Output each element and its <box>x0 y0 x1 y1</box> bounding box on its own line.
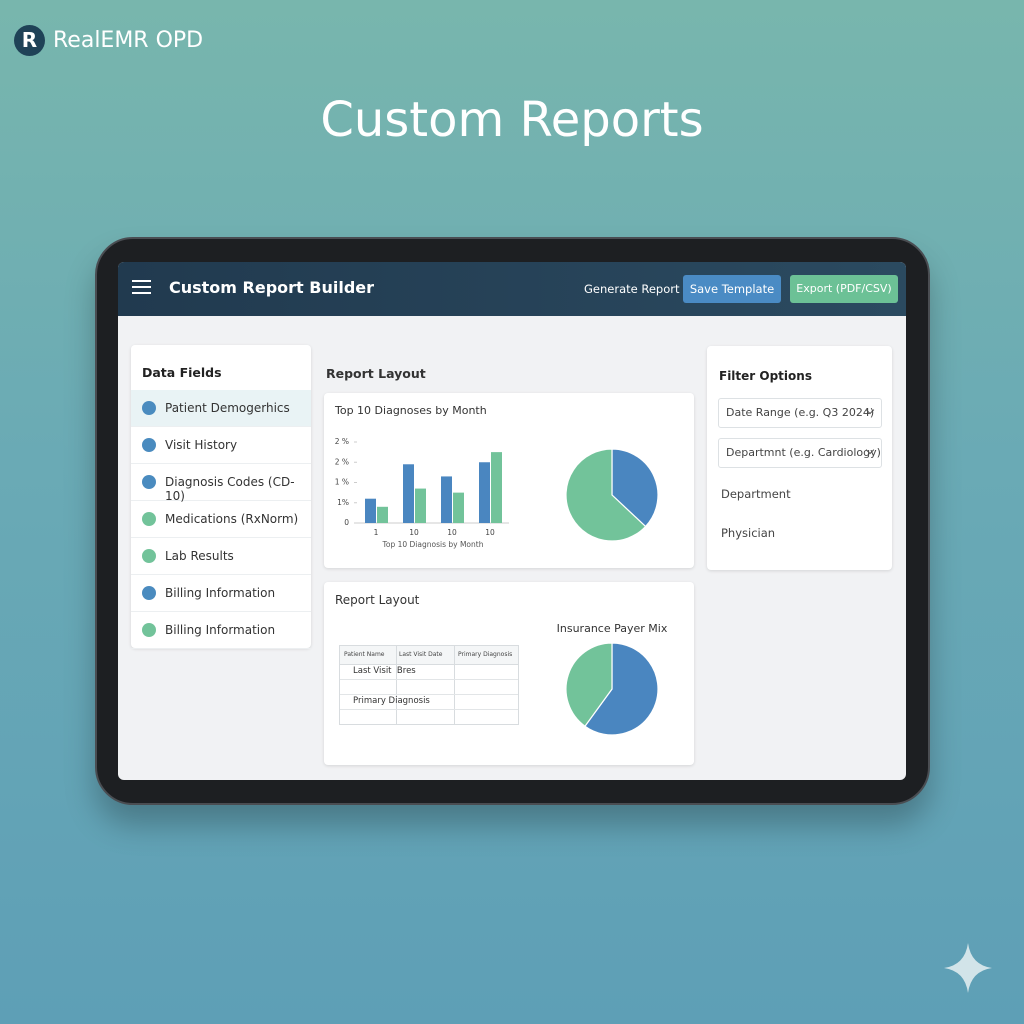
filter-label[interactable]: Physician <box>721 526 776 540</box>
bar <box>479 462 490 523</box>
filter-panel: Filter Options Date Range (e.g. Q3 2024)… <box>707 346 892 570</box>
data-field-item[interactable]: Billing Information <box>131 612 311 649</box>
save-template-button[interactable]: Save Template <box>683 275 781 303</box>
section-title: Report Layout <box>326 366 426 381</box>
field-label: Medications (RxNorm) <box>165 512 299 526</box>
table-cell: Last Visit Bres <box>353 666 416 676</box>
field-label: Visit History <box>165 438 238 452</box>
data-field-item[interactable]: Diagnosis Codes (CD-10) <box>131 464 311 503</box>
field-dot <box>142 549 156 563</box>
chart-title: Top 10 Diagnoses by Month <box>334 404 487 417</box>
field-dot <box>142 401 156 415</box>
x-tick-label: 10 <box>485 528 495 537</box>
field-dot <box>142 623 156 637</box>
field-dot <box>142 586 156 600</box>
bar <box>377 506 388 523</box>
field-label: Billing Information <box>165 586 276 600</box>
x-tick-label: 1 <box>374 528 379 537</box>
table-header: Primary Diagnosis <box>458 651 513 658</box>
bar <box>453 492 464 523</box>
field-label: Billing Information <box>165 623 276 637</box>
data-field-item[interactable]: Lab Results <box>131 538 311 575</box>
field-dot <box>142 475 156 489</box>
export-button[interactable]: Export (PDF/CSV) <box>790 275 898 303</box>
bar <box>365 498 376 523</box>
y-tick-label: 1% <box>337 498 349 507</box>
data-fields-panel: Data Fields Patient Demogerhics Visit His… <box>131 345 311 649</box>
pie-slice <box>611 448 659 528</box>
logo-icon: R <box>14 25 45 56</box>
bar <box>491 452 502 523</box>
table-cell: Primary Diagnosis <box>353 696 430 706</box>
menu-button[interactable] <box>132 279 151 295</box>
y-tick-label: 2 % <box>335 437 349 446</box>
field-label: Diagnosis Codes (CD-10) <box>165 475 295 503</box>
select[interactable]: Date Range (e.g. Q3 2024) <box>718 398 882 428</box>
generate-report[interactable]: Generate Report <box>584 282 680 296</box>
panel-title: Data Fields <box>142 365 222 380</box>
table-header: Patient Name <box>344 651 385 658</box>
card-title: Report Layout <box>335 593 420 607</box>
data-field-item[interactable]: Medications (RxNorm) <box>131 501 311 538</box>
page-title: Custom Reports <box>320 92 704 148</box>
pie-slice <box>565 448 647 542</box>
x-tick-label: 10 <box>447 528 457 537</box>
filter-label[interactable]: Department <box>721 487 791 501</box>
select-text: Date Range (e.g. Q3 2024) <box>726 406 875 419</box>
bar <box>415 488 426 523</box>
panel-title: Filter Options <box>719 369 812 383</box>
pie-slice <box>565 642 613 728</box>
field-label: Patient Demogerhics <box>165 401 290 415</box>
bar <box>403 464 414 523</box>
table-header: Last Visit Date <box>399 651 443 658</box>
field-label: Lab Results <box>165 549 234 563</box>
table: Patient Name Last Visit Date Primary Dia… <box>339 645 519 725</box>
data-field-item[interactable]: Billing Information <box>131 575 311 612</box>
y-tick-label: 0 <box>344 518 349 527</box>
field-dot <box>142 438 156 452</box>
select[interactable]: Departmnt (e.g. Cardiology) <box>718 438 882 468</box>
y-tick-label: 2 % <box>335 457 349 466</box>
data-field-item[interactable]: Visit History <box>131 427 311 464</box>
select-text: Departmnt (e.g. Cardiology) <box>726 446 881 459</box>
x-tick-label: 10 <box>409 528 419 537</box>
chart-title: Insurance Payer Mix <box>557 622 668 635</box>
app-title: Custom Report Builder <box>169 278 375 297</box>
field-dot <box>142 512 156 526</box>
brand-name: RealEMR OPD <box>53 28 204 53</box>
sparkle-icon <box>944 943 992 993</box>
data-field-item[interactable]: Patient Demogerhics <box>131 390 311 427</box>
pie-slice <box>584 642 659 736</box>
app-header: Custom Report Builder Generate Report Sa… <box>118 262 906 316</box>
chart-caption: Top 10 Diagnosis by Month <box>382 540 484 549</box>
y-tick-label: 1 % <box>335 478 349 487</box>
bar <box>441 476 452 523</box>
